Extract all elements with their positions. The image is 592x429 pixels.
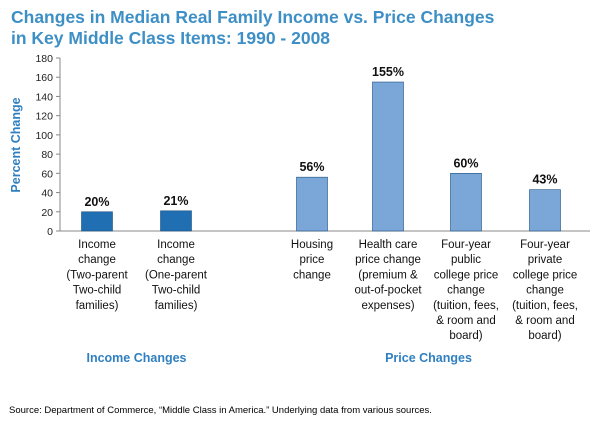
- chart-title-line-1: Changes in Median Real Family Income vs.…: [11, 7, 495, 27]
- category-label-line: families): [155, 300, 198, 312]
- bar-value-label: 21%: [163, 194, 188, 208]
- chart-title: Changes in Median Real Family Income vs.…: [11, 7, 581, 49]
- value-labels: 20% 21% 56% 155% 60% 43%: [84, 65, 557, 209]
- category-label-line: change: [293, 269, 331, 281]
- source-note: Source: Department of Commerce, “Middle …: [9, 405, 432, 416]
- y-axis-ticks: 0 20 40 60 80 100 120 140 160 180: [35, 53, 60, 238]
- bar-value-label: 60%: [453, 156, 478, 170]
- category-label: Health care price change (premium & out-of-…: [354, 239, 422, 312]
- category-label-line: (One-parent: [145, 269, 208, 281]
- category-label-line: change: [447, 285, 485, 297]
- bars: [81, 81, 561, 232]
- category-label-line: price change: [355, 254, 421, 266]
- y-tick-label: 120: [35, 111, 53, 123]
- chart-title-line-2: in Key Middle Class Items: 1990 - 2008: [11, 28, 331, 48]
- bar-value-label: 56%: [299, 160, 324, 174]
- category-label-line: change: [526, 285, 564, 297]
- category-label-line: Income: [157, 239, 195, 251]
- y-tick-label: 40: [41, 188, 53, 200]
- group-label: Price Changes: [385, 351, 472, 365]
- y-tick-label: 100: [35, 130, 53, 142]
- category-label-line: college price: [434, 269, 499, 281]
- category-label-line: & room and: [515, 315, 574, 327]
- category-label-line: Income: [78, 239, 116, 251]
- category-label-line: board): [449, 330, 482, 342]
- bar: [372, 81, 404, 232]
- category-label-line: public: [451, 254, 481, 266]
- group-label: Income Changes: [86, 351, 186, 365]
- y-tick-label: 160: [35, 72, 53, 84]
- bar: [296, 176, 328, 232]
- category-label-line: & room and: [436, 315, 495, 327]
- category-label-line: Two-child: [152, 285, 201, 297]
- y-axis-label: Percent Change: [9, 97, 23, 192]
- category-label-line: price: [300, 254, 325, 266]
- category-label-line: Health care: [359, 239, 418, 251]
- bar-value-label: 43%: [532, 173, 557, 187]
- y-tick-label: 140: [35, 91, 53, 103]
- category-label-line: families): [76, 300, 119, 312]
- category-label: Income change (One-parent Two-child families…: [145, 239, 208, 312]
- bar: [450, 173, 482, 232]
- category-label-line: Housing: [291, 239, 333, 251]
- category-label-line: board): [528, 330, 561, 342]
- category-label-line: private: [528, 254, 563, 266]
- bar: [160, 210, 192, 232]
- bar-value-label: 20%: [84, 195, 109, 209]
- category-label: Four-year private college price change (tuit…: [512, 239, 578, 342]
- category-label-line: change: [157, 254, 195, 266]
- category-label-line: (tuition, fees,: [512, 300, 578, 312]
- y-tick-label: 60: [41, 168, 53, 180]
- category-label-line: change: [78, 254, 116, 266]
- category-label-line: (premium &: [358, 269, 418, 281]
- category-labels: Income change (Two-parent Two-child families…: [66, 239, 578, 342]
- category-label: Income change (Two-parent Two-child families…: [66, 239, 128, 312]
- category-label-line: college price: [513, 269, 578, 281]
- category-label-line: Four-year: [520, 239, 570, 251]
- y-tick-label: 80: [41, 149, 53, 161]
- bar: [81, 211, 113, 232]
- y-tick-label: 180: [35, 53, 53, 65]
- category-label-line: Four-year: [441, 239, 491, 251]
- bar: [529, 189, 561, 232]
- category-label-line: (tuition, fees,: [433, 300, 499, 312]
- bar-value-label: 155%: [372, 65, 404, 79]
- y-tick-label: 0: [47, 226, 53, 238]
- category-label-line: Two-child: [73, 285, 122, 297]
- y-tick-label: 20: [41, 207, 53, 219]
- category-label-line: (Two-parent: [66, 269, 128, 281]
- category-label: Housing price change: [291, 239, 333, 281]
- category-label-line: out-of-pocket: [354, 285, 422, 297]
- group-labels: Income Changes Price Changes: [86, 351, 471, 365]
- category-label-line: expenses): [361, 300, 414, 312]
- category-label: Four-year public college price change (tuiti…: [433, 239, 499, 342]
